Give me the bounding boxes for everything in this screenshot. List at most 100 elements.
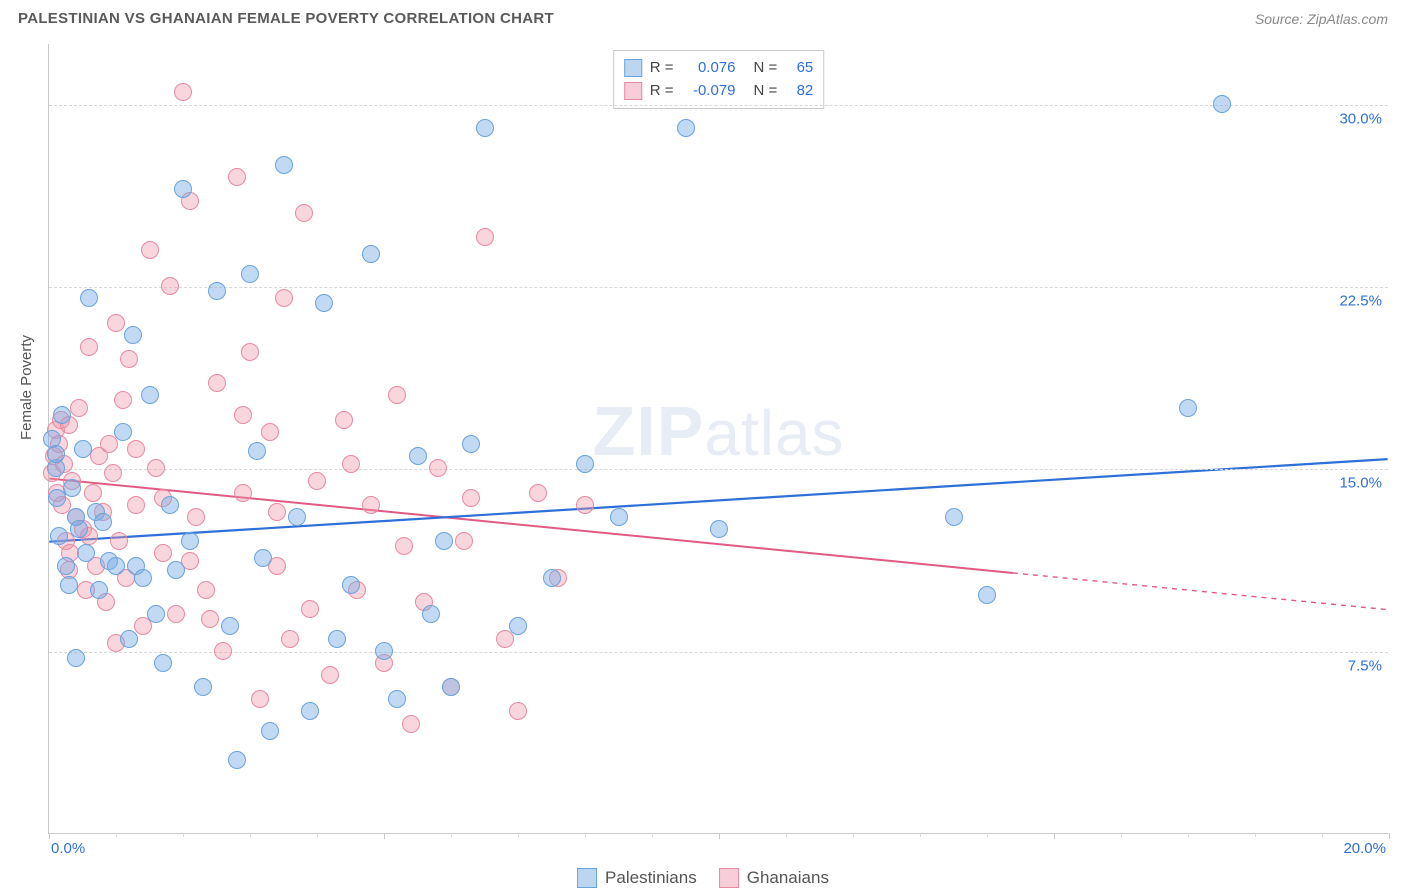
data-point-ghanaians [281,630,299,648]
data-point-ghanaians [208,374,226,392]
data-point-palestinians [375,642,393,660]
data-point-ghanaians [80,338,98,356]
trendline-extrapolated [1013,573,1388,610]
n-label: N = [754,57,778,80]
gridline-h [49,287,1388,288]
data-point-palestinians [710,520,728,538]
data-point-ghanaians [342,455,360,473]
data-point-palestinians [462,435,480,453]
data-point-palestinians [147,605,165,623]
data-point-ghanaians [455,532,473,550]
data-point-palestinians [362,245,380,263]
data-point-ghanaians [234,484,252,502]
y-axis-label: Female Poverty [18,335,35,440]
data-point-palestinians [141,386,159,404]
data-point-ghanaians [154,544,172,562]
data-point-palestinians [221,617,239,635]
data-point-palestinians [610,508,628,526]
data-point-palestinians [509,617,527,635]
data-point-palestinians [74,440,92,458]
n-value: 82 [785,80,813,103]
x-minor-tick [920,833,921,837]
x-minor-tick [317,833,318,837]
data-point-ghanaians [187,508,205,526]
y-tick-label: 22.5% [1339,293,1382,310]
data-point-palestinians [90,581,108,599]
corr-row-ghanaians: R =-0.079N =82 [624,80,814,103]
data-point-ghanaians [529,484,547,502]
data-point-palestinians [94,513,112,531]
data-point-ghanaians [174,83,192,101]
data-point-ghanaians [295,204,313,222]
data-point-palestinians [301,702,319,720]
data-point-ghanaians [476,228,494,246]
data-point-palestinians [57,557,75,575]
data-point-ghanaians [301,600,319,618]
data-point-ghanaians [268,503,286,521]
data-point-palestinians [328,630,346,648]
data-point-ghanaians [251,690,269,708]
legend-item-palestinians: Palestinians [577,868,697,888]
data-point-palestinians [114,423,132,441]
data-point-ghanaians [201,610,219,628]
data-point-ghanaians [228,168,246,186]
data-point-ghanaians [261,423,279,441]
x-minor-tick [652,833,653,837]
data-point-palestinians [945,508,963,526]
data-point-palestinians [53,406,71,424]
legend: PalestiniansGhanaians [577,868,829,888]
data-point-palestinians [60,576,78,594]
data-point-ghanaians [241,343,259,361]
trend-lines-layer [49,44,1388,833]
gridline-h [49,652,1388,653]
x-minor-tick [1322,833,1323,837]
data-point-palestinians [315,294,333,312]
data-point-ghanaians [275,289,293,307]
data-point-ghanaians [462,489,480,507]
r-value: 0.076 [682,57,736,80]
data-point-palestinians [1179,399,1197,417]
x-tick [1054,833,1055,839]
data-point-palestinians [47,445,65,463]
data-point-ghanaians [120,350,138,368]
data-point-palestinians [161,496,179,514]
x-minor-tick [451,833,452,837]
x-tick [49,833,50,839]
data-point-palestinians [342,576,360,594]
x-minor-tick [250,833,251,837]
data-point-ghanaians [197,581,215,599]
data-point-palestinians [248,442,266,460]
data-point-ghanaians [429,459,447,477]
data-point-palestinians [134,569,152,587]
data-point-ghanaians [84,484,102,502]
data-point-ghanaians [402,715,420,733]
x-minor-tick [987,833,988,837]
x-minor-tick [1255,833,1256,837]
source-attribution: Source: ZipAtlas.com [1255,11,1388,27]
data-point-ghanaians [388,386,406,404]
data-point-palestinians [442,678,460,696]
data-point-ghanaians [395,537,413,555]
y-tick-label: 15.0% [1339,475,1382,492]
n-label: N = [754,80,778,103]
x-minor-tick [116,833,117,837]
x-minor-tick [518,833,519,837]
data-point-palestinians [543,569,561,587]
data-point-palestinians [208,282,226,300]
x-label-right: 20.0% [1343,840,1386,857]
data-point-ghanaians [104,464,122,482]
data-point-palestinians [275,156,293,174]
data-point-palestinians [77,544,95,562]
x-tick [1389,833,1390,839]
legend-swatch-palestinians [577,868,597,888]
data-point-ghanaians [214,642,232,660]
data-point-palestinians [63,479,81,497]
data-point-palestinians [124,326,142,344]
x-minor-tick [1121,833,1122,837]
corr-row-palestinians: R =0.076N =65 [624,57,814,80]
data-point-ghanaians [141,241,159,259]
x-minor-tick [853,833,854,837]
data-point-palestinians [228,751,246,769]
data-point-ghanaians [335,411,353,429]
data-point-palestinians [422,605,440,623]
